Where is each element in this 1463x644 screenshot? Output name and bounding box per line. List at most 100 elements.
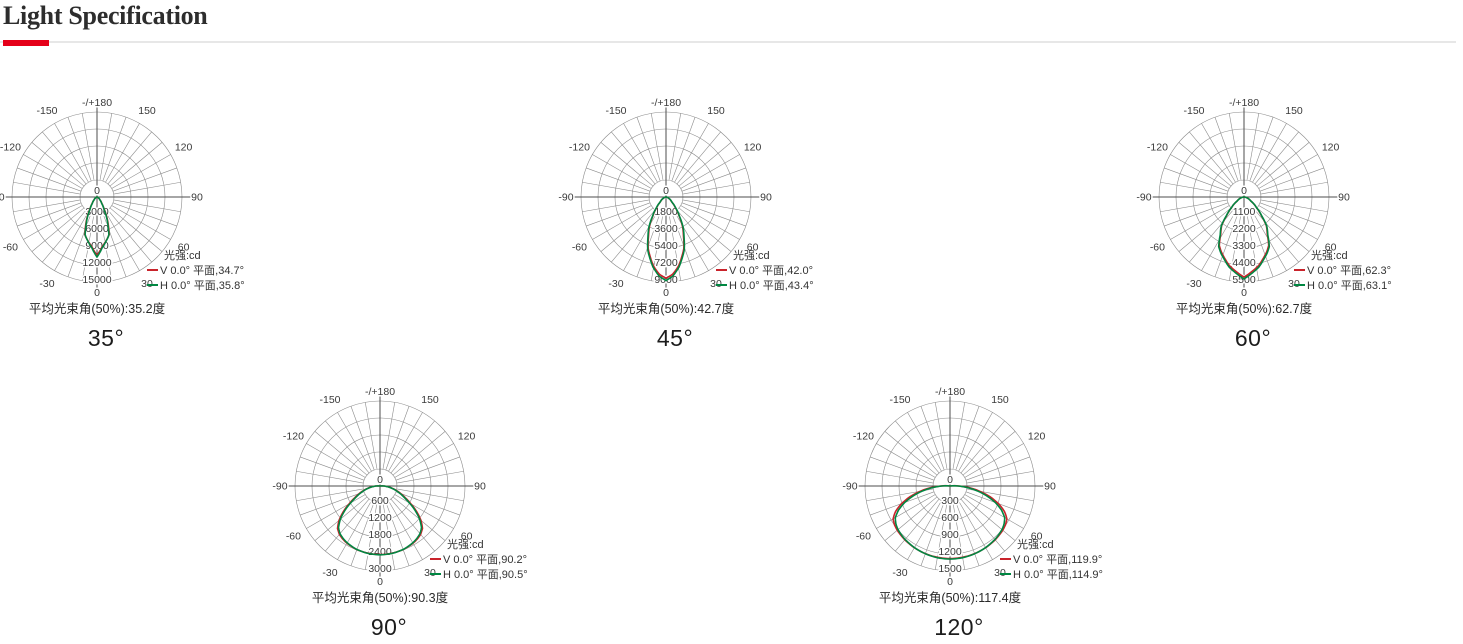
chart-legend: 光强:cd V 0.0° 平面,90.2° H 0.0° 平面,90.5° [430, 538, 528, 583]
legend-dash-h-icon [1294, 283, 1305, 287]
legend-series-h: H 0.0° 平面,114.9° [1000, 568, 1103, 583]
angle-tick-label: -150 [605, 105, 626, 117]
legend-series-v: V 0.0° 平面,62.3° [1294, 264, 1392, 279]
angle-tick-label: -/+180 [82, 97, 112, 109]
chart-caption: 平均光束角(50%):42.7度 [597, 302, 735, 316]
polar-spoke [54, 123, 89, 183]
angle-tick-label: -90 [0, 192, 5, 204]
polar-spoke [67, 117, 92, 182]
chart-caption: 平均光束角(50%):117.4度 [878, 591, 1022, 605]
legend-series-v: V 0.0° 平面,119.9° [1000, 553, 1103, 568]
polar-spoke [1258, 205, 1318, 240]
polar-spoke [337, 412, 372, 472]
polar-spoke [392, 431, 446, 476]
polar-spoke [1201, 123, 1236, 183]
polar-spoke [111, 154, 171, 189]
polar-spoke [107, 131, 152, 185]
polar-spoke [300, 456, 365, 481]
polar-spoke [611, 131, 656, 185]
polar-spoke [350, 406, 375, 471]
polar-spoke [112, 202, 177, 227]
polar-spoke [600, 142, 654, 187]
radial-tick-label: 5400 [654, 240, 678, 252]
polar-spoke [1160, 181, 1228, 195]
angle-tick-label: 0 [663, 287, 669, 299]
angle-tick-label: 150 [421, 394, 439, 406]
radial-tick-label: 9000 [85, 240, 109, 252]
legend-series-label: H 0.0° 平面,63.1° [1307, 280, 1392, 292]
polar-spoke [966, 470, 1034, 484]
legend-series-label: H 0.0° 平面,114.9° [1013, 569, 1103, 581]
polar-spoke [105, 123, 140, 183]
angle-tick-label: -90 [558, 192, 573, 204]
polar-spoke [1214, 212, 1239, 277]
polar-spoke [636, 117, 661, 182]
intensity-curve-h [84, 196, 110, 258]
polar-spoke [306, 443, 366, 478]
polar-spoke [81, 113, 95, 181]
polar-spoke [1256, 207, 1310, 252]
polar-spoke [962, 496, 1016, 541]
polar-spoke [650, 213, 664, 281]
polar-spoke [102, 212, 127, 277]
polar-spoke [962, 431, 1016, 476]
radial-tick-label: 1200 [368, 512, 392, 524]
polar-chart-90°: 06001200180024003000-/+1801501209060300-… [271, 385, 488, 590]
polar-spoke [674, 211, 709, 271]
angle-tick-label: -/+180 [651, 97, 681, 109]
legend-series-label: H 0.0° 平面,90.5° [443, 569, 528, 581]
polar-spoke [1178, 207, 1232, 252]
legend-series-label: V 0.0° 平面,62.3° [1307, 265, 1392, 277]
legend-dash-v-icon [430, 557, 441, 561]
angle-tick-label: 60 [1325, 242, 1337, 254]
polar-spoke [952, 402, 966, 470]
polar-spoke [674, 123, 709, 183]
angle-tick-label: -60 [1150, 242, 1165, 254]
polar-spoke [105, 211, 140, 271]
legend-series-label: V 0.0° 平面,34.7° [160, 265, 245, 277]
angle-tick-label: -120 [283, 431, 304, 443]
polar-spoke [680, 154, 740, 189]
angle-tick-label: -120 [569, 142, 590, 154]
angle-tick-label: 90 [760, 192, 772, 204]
polar-spoke [111, 205, 171, 240]
polar-spoke [109, 207, 163, 252]
polar-spoke [42, 131, 87, 185]
radial-tick-label: 5500 [1232, 274, 1256, 286]
legend-series-label: V 0.0° 平面,90.2° [443, 554, 528, 566]
angle-tick-label: 0 [947, 576, 953, 588]
radial-tick-label: 1500 [938, 563, 962, 575]
polar-spoke [390, 498, 435, 552]
polar-spoke [364, 402, 378, 470]
angle-tick-label: 120 [175, 142, 193, 154]
legend-dash-v-icon [147, 268, 158, 272]
radial-tick-label: 3600 [654, 223, 678, 235]
polar-spoke [23, 205, 83, 240]
polar-spoke [680, 205, 740, 240]
polar-spoke [17, 202, 82, 227]
radial-tick-label: 15000 [82, 274, 111, 286]
radial-tick-label: 1800 [368, 529, 392, 541]
angle-tick-label: 150 [707, 105, 725, 117]
legend-series-label: V 0.0° 平面,119.9° [1013, 554, 1103, 566]
angle-tick-label: -120 [853, 431, 874, 443]
radial-tick-label: 300 [941, 495, 959, 507]
angle-tick-label: -60 [286, 531, 301, 543]
radial-tick-label: 1200 [938, 546, 962, 558]
angle-tick-label: -60 [3, 242, 18, 254]
header-rule [0, 41, 1456, 43]
angle-tick-label: -120 [0, 142, 21, 154]
legend-unit-label: 光强:cd [1311, 250, 1348, 262]
legend-dash-h-icon [430, 572, 441, 576]
angle-tick-label: 60 [178, 242, 190, 254]
polar-spoke [395, 456, 460, 481]
polar-spoke [895, 498, 940, 552]
polar-spoke [650, 113, 664, 181]
legend-dash-h-icon [1000, 572, 1011, 576]
polar-spoke [586, 202, 651, 227]
radial-tick-label: 6000 [85, 223, 109, 235]
angle-tick-label: 60 [747, 242, 759, 254]
polar-spoke [112, 167, 177, 192]
beam-angle-label: 120° [934, 614, 984, 640]
legend-series-v: V 0.0° 平面,34.7° [147, 264, 245, 279]
